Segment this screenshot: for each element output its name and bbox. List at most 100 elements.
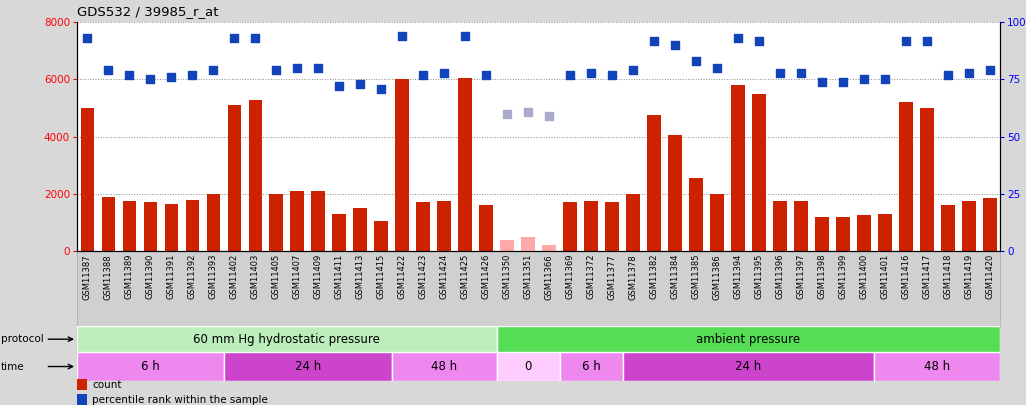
Point	[667, 42, 683, 49]
Bar	[497, 352, 559, 381]
Bar	[815, 217, 829, 251]
Point	[499, 111, 515, 117]
Point	[205, 67, 222, 74]
Bar	[102, 197, 115, 251]
Bar	[559, 352, 623, 381]
Point	[478, 72, 495, 78]
Point	[625, 67, 641, 74]
Bar	[857, 215, 871, 251]
Point	[751, 37, 767, 44]
Bar	[353, 208, 367, 251]
Bar	[459, 78, 472, 251]
Point	[562, 72, 579, 78]
Bar	[164, 204, 179, 251]
Text: count: count	[92, 380, 122, 390]
Bar	[941, 205, 955, 251]
Bar	[563, 202, 577, 251]
Point	[709, 65, 725, 71]
Point	[583, 69, 599, 76]
Point	[121, 72, 137, 78]
Point	[687, 58, 704, 64]
Text: 24 h: 24 h	[736, 360, 761, 373]
Text: 24 h: 24 h	[294, 360, 321, 373]
Point	[793, 69, 810, 76]
Text: 6 h: 6 h	[141, 360, 160, 373]
Bar	[437, 201, 451, 251]
Bar	[77, 326, 497, 352]
Point	[835, 79, 852, 85]
Bar	[710, 194, 724, 251]
Bar	[794, 201, 807, 251]
Point	[856, 76, 872, 83]
Point	[436, 69, 452, 76]
Bar	[270, 194, 283, 251]
Bar	[312, 191, 325, 251]
Bar	[81, 108, 94, 251]
Point	[918, 37, 935, 44]
Bar	[395, 79, 409, 251]
Text: ambient pressure: ambient pressure	[697, 333, 800, 346]
Bar	[878, 214, 892, 251]
Bar	[732, 85, 745, 251]
Point	[101, 67, 117, 74]
Point	[415, 72, 431, 78]
Bar	[332, 214, 346, 251]
Bar	[874, 352, 1000, 381]
Point	[520, 108, 537, 115]
Bar	[417, 202, 430, 251]
Bar	[668, 135, 682, 251]
Point	[982, 67, 998, 74]
Bar	[228, 105, 241, 251]
Point	[331, 83, 348, 90]
Bar	[647, 115, 661, 251]
Text: time: time	[1, 362, 25, 371]
Bar	[623, 352, 874, 381]
Bar	[206, 194, 221, 251]
Bar	[497, 326, 1000, 352]
Bar	[584, 201, 598, 251]
Point	[268, 67, 284, 74]
Bar	[248, 100, 263, 251]
Point	[772, 69, 788, 76]
Text: GDS532 / 39985_r_at: GDS532 / 39985_r_at	[77, 5, 219, 18]
Point	[226, 35, 242, 42]
Bar	[392, 352, 497, 381]
Point	[645, 37, 662, 44]
Bar	[501, 240, 514, 251]
Bar	[224, 352, 392, 381]
Text: protocol: protocol	[1, 334, 44, 344]
Point	[352, 81, 368, 87]
Point	[143, 76, 159, 83]
Text: 6 h: 6 h	[582, 360, 600, 373]
Bar	[521, 237, 535, 251]
Point	[604, 72, 621, 78]
Bar	[626, 194, 640, 251]
Point	[394, 33, 410, 39]
Point	[373, 85, 390, 92]
Point	[541, 113, 557, 119]
Point	[960, 69, 977, 76]
Text: 0: 0	[524, 360, 531, 373]
Point	[184, 72, 200, 78]
Point	[898, 37, 914, 44]
Bar	[836, 217, 850, 251]
Point	[729, 35, 746, 42]
Text: 48 h: 48 h	[431, 360, 458, 373]
Text: 60 mm Hg hydrostatic pressure: 60 mm Hg hydrostatic pressure	[193, 333, 381, 346]
Bar	[899, 102, 913, 251]
Bar	[962, 201, 976, 251]
Bar	[983, 198, 996, 251]
Point	[289, 65, 306, 71]
Bar	[186, 200, 199, 251]
Point	[79, 35, 95, 42]
Text: 48 h: 48 h	[924, 360, 950, 373]
Bar	[479, 205, 494, 251]
Point	[163, 74, 180, 81]
Bar	[122, 201, 136, 251]
Bar	[77, 352, 224, 381]
Bar	[374, 221, 388, 251]
Text: percentile rank within the sample: percentile rank within the sample	[92, 395, 268, 405]
Bar	[543, 245, 556, 251]
Point	[814, 79, 830, 85]
Point	[457, 33, 473, 39]
